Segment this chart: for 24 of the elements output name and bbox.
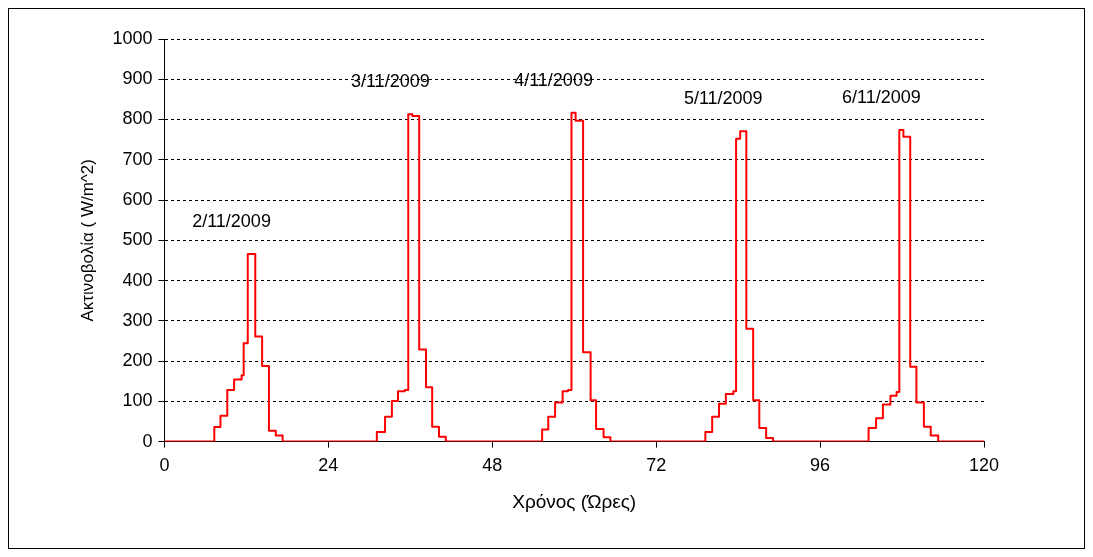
y-tick-label: 900 [122,68,153,89]
annotation: 5/11/2009 [683,88,763,109]
y-tick-label: 400 [122,269,153,290]
y-axis-title: Ακτινοβολία ( W/m^2) [77,159,97,322]
y-tick-label: 700 [122,148,153,169]
x-tick-label: 96 [810,455,831,476]
annotation: 2/11/2009 [192,210,271,231]
annotation: 4/11/2009 [514,69,593,90]
x-tick-label: 24 [318,455,339,476]
x-tick-label: 120 [968,455,1000,476]
y-tick-label: 500 [122,229,153,250]
y-tick-label: 800 [122,108,153,129]
x-tick-label: 72 [646,455,667,476]
y-tick-label: 200 [122,350,153,371]
x-tick-label: 48 [482,455,503,476]
y-tick-label: 0 [142,430,153,451]
annotation: 3/11/2009 [350,71,430,92]
y-tick-label: 100 [122,390,153,411]
y-tick-label: 300 [122,309,153,330]
x-axis-title: Χρόνος (Ώρες) [512,490,637,512]
annotation: 6/11/2009 [841,86,921,107]
y-tick-label: 1000 [112,27,153,48]
y-tick-label: 600 [122,189,153,210]
x-tick-label: 0 [159,455,170,476]
